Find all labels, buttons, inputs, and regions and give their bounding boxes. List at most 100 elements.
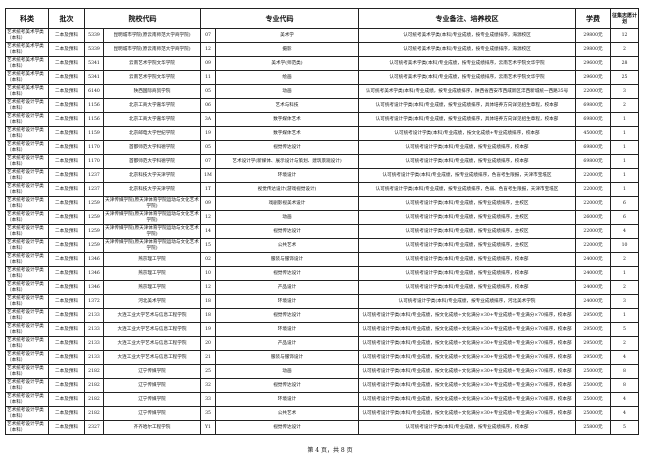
cell-notes: 认可统考设计学类(本科)专业成绩，按文化成绩÷文化满分×30+专业成绩÷专业满分… [358,406,576,421]
cell-batch: 二本及预科 [48,56,85,71]
cell-notes: 认可统考设计学类(本科)专业成绩，按文化成绩÷文化满分×30+专业成绩÷专业满分… [358,364,576,379]
cell-category: 艺术统考设计学类（本科） [5,308,49,323]
page-footer: 第 4 页，共 8 页 [307,447,353,454]
cell-notes: 认可统考美术学类(本科)专业成绩，按专业成绩排序，陕西省西安市西咸新区沣西新城统… [358,84,576,99]
table-row: 艺术统考美术学类（本科） 二本及预科 5341 云南艺术学院文华学院 11 绘画 认可统考美… [5,70,639,85]
cell-category: 艺术统考设计学类（本科） [5,252,49,267]
table-row: 艺术统考设计学类（本科） 二本及预科 2182 辽宁传媒学院 25 动画 认可统考设计学类(… [5,364,639,379]
cell-major-code: Y1 [200,420,216,435]
cell-major-name: 动画 [215,84,359,99]
cell-notes: 认可统考设计学类(本科)专业成绩，按文化成绩÷文化满分×30+专业成绩÷专业满分… [358,350,576,365]
cell-plan: 28 [610,56,639,71]
cell-plan: 1 [610,308,639,323]
cell-major-name: 戏剧影视美术设计 [215,196,359,211]
cell-batch: 二本及预科 [48,238,85,253]
cell-school-code: 5341 [84,70,104,85]
cell-major-name: 动画 [215,210,359,225]
cell-major-name: 服装与服饰设计 [215,350,359,365]
header-school-code: 院校代码 [84,8,201,29]
cell-school-code: 1346 [84,252,104,267]
cell-major-name: 艺术设计学(新媒体、展示设计与策划、建筑景观设计) [215,154,359,169]
cell-school-code: 2182 [84,364,104,379]
cell-notes: 认可统考设计学类(本科)专业成绩，按专业成绩排序，校本部 [358,266,576,281]
table-row: 艺术统考设计学类（本科） 二本及预科 1259 天津传媒学院(原天津体育学院运动与文化… [5,224,639,239]
cell-category: 艺术统考设计学类（本科） [5,182,49,197]
cell-plan: 6 [610,210,639,225]
cell-major-code: 1M [200,168,216,183]
table-row: 艺术统考设计学类（本科） 二本及预科 2133 大连工业大学艺术与信息工程学院 20 产品… [5,336,639,351]
cell-major-code: 07 [200,154,216,169]
cell-category: 艺术统考设计学类（本科） [5,112,49,127]
cell-school-code: 5341 [84,56,104,71]
cell-major-name: 视觉传达设计 [215,308,359,323]
cell-major-name: 视觉传达设计 [215,140,359,155]
cell-category: 艺术统考美术学类（本科） [5,70,49,85]
cell-school-code: 1156 [84,98,104,113]
cell-notes: 认可统考设计学类(本科)专业成绩，按文化成绩÷文化满分×30+专业成绩÷专业满分… [358,378,576,393]
cell-school-name: 天津传媒学院(原天津体育学院运动与文化艺术学院) [103,210,201,225]
cell-fee: 22000元 [575,196,611,211]
cell-batch: 二本及预科 [48,266,85,281]
cell-major-code: 07 [200,28,216,43]
cell-notes: 认可统考设计学类(本科)专业成绩，按专业成绩排序，校本部 [358,154,576,169]
cell-school-name: 陕西国际商贸学院 [103,84,201,99]
cell-major-name: 艺术与科技 [215,98,359,113]
cell-notes: 认可统考设计学类(本科)专业成绩，按专业成绩排序，校本部 [358,252,576,267]
cell-major-name: 视觉传达设计 [215,378,359,393]
header-notes: 专业备注、培养校区 [358,8,576,29]
cell-category: 艺术统考设计学类（本科） [5,350,49,365]
cell-fee: 45000元 [575,126,611,141]
cell-plan: 4 [610,224,639,239]
cell-major-name: 公共艺术 [215,238,359,253]
cell-school-code: 2133 [84,336,104,351]
cell-batch: 二本及预科 [48,406,85,421]
cell-major-code: 35 [200,406,216,421]
table-row: 艺术统考美术学类（本科） 二本及预科 5339 昆明城市学院(原云南师范大学商学院) 1… [5,42,639,57]
cell-batch: 二本及预科 [48,112,85,127]
cell-plan: 2 [610,42,639,57]
table-row: 艺术统考美术学类（本科） 二本及预科 5341 云南艺术学院文华学院 09 美术学(师范类… [5,56,639,71]
cell-category: 艺术统考设计学类（本科） [5,210,49,225]
cell-major-name: 产品设计 [215,336,359,351]
table-row: 艺术统考设计学类（本科） 二本及预科 2133 大连工业大学艺术与信息工程学院 19 环境… [5,322,639,337]
cell-school-name: 辽宁传媒学院 [103,392,201,407]
cell-plan: 1 [610,182,639,197]
cell-batch: 二本及预科 [48,210,85,225]
cell-major-code: 09 [200,56,216,71]
cell-plan: 1 [610,112,639,127]
table-row: 艺术统考设计学类（本科） 二本及预科 1237 北京科技大学天津学院 1T 视觉传达设计(… [5,182,639,197]
cell-fee: 69800元 [575,98,611,113]
cell-batch: 二本及预科 [48,392,85,407]
cell-plan: 5 [610,322,639,337]
cell-fee: 25000元 [575,378,611,393]
cell-school-code: 2133 [84,322,104,337]
cell-notes: 认可统考设计学类(本科)专业成绩，按文化成绩+专业成绩排序，校本部 [358,126,576,141]
cell-major-code: 19 [200,126,216,141]
cell-category: 艺术统考设计学类（本科） [5,378,49,393]
cell-batch: 二本及预科 [48,154,85,169]
cell-major-name: 环境设计 [215,392,359,407]
cell-category: 艺术统考设计学类（本科） [5,266,49,281]
cell-school-code: 1346 [84,266,104,281]
cell-notes: 认可统考设计学类(本科)专业成绩，按专业成绩排序，具体培养方向详见招生章程，校本… [358,112,576,127]
table-row: 艺术统考设计学类（本科） 二本及预科 1346 燕京理工学院 12 产品设计 认可统考设计学… [5,280,639,295]
cell-notes: 认可统考设计学类(本科)专业成绩，按文化成绩÷文化满分×30+专业成绩÷专业满分… [358,392,576,407]
cell-plan: 1 [610,140,639,155]
cell-fee: 22000元 [575,238,611,253]
cell-batch: 二本及预科 [48,252,85,267]
table-row: 艺术统考美术学类（本科） 二本及预科 6140 陕西国际商贸学院 05 动画 认可统考美术学… [5,84,639,99]
cell-major-code: 18 [200,294,216,309]
cell-fee: 22000元 [575,168,611,183]
cell-school-code: 1259 [84,210,104,225]
cell-school-name: 辽宁传媒学院 [103,378,201,393]
cell-school-code: 1237 [84,182,104,197]
cell-batch: 二本及预科 [48,308,85,323]
table-row: 艺术统考设计学类（本科） 二本及预科 1346 燕京理工学院 02 服装与服饰设计 认可统考… [5,252,639,267]
cell-batch: 二本及预科 [48,336,85,351]
cell-notes: 认可统考设计学类(本科)专业成绩，按文化成绩÷文化满分×30+专业成绩÷专业满分… [358,308,576,323]
cell-batch: 二本及预科 [48,98,85,113]
cell-category: 艺术统考设计学类（本科） [5,238,49,253]
cell-major-code: 05 [200,140,216,155]
cell-major-name: 视觉传达设计 [215,266,359,281]
cell-notes: 认可统考设计学类(本科)专业成绩，按专业成绩排序，校本部 [358,140,576,155]
